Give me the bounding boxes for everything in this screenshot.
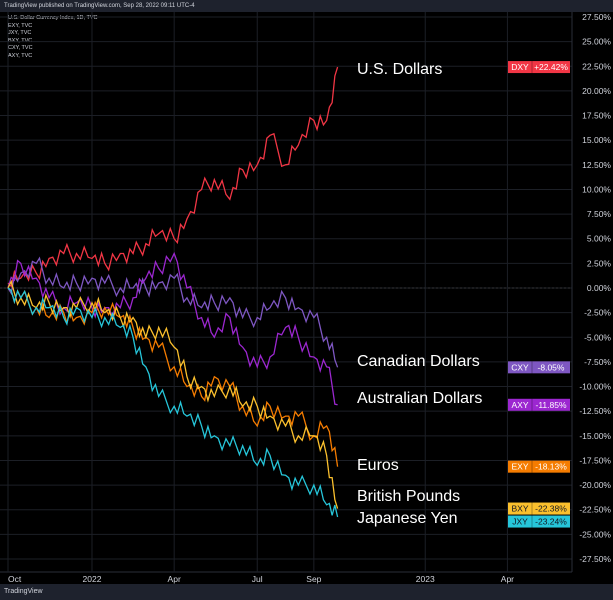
y-tick-label: -17.50% xyxy=(579,455,611,465)
badge-value-bg xyxy=(532,460,570,473)
y-tick-label: 2.50% xyxy=(587,258,612,268)
series-line-dxy xyxy=(7,66,339,288)
badge-dxy xyxy=(508,61,532,74)
series-line-bxy xyxy=(7,279,339,509)
badge-cxy xyxy=(508,361,532,374)
badge-value-bg xyxy=(532,361,570,374)
series-annotation: Canadian Dollars xyxy=(357,353,480,370)
badge-value: -8.05% xyxy=(538,362,565,372)
badge-value-bg xyxy=(532,515,570,528)
series-line-exy xyxy=(7,287,339,467)
y-tick-label: 10.00% xyxy=(582,184,611,194)
y-tick-label: -22.50% xyxy=(579,505,611,515)
y-tick-label: -10.00% xyxy=(579,382,611,392)
y-tick-label: 5.00% xyxy=(587,234,612,244)
badge-symbol: JXY xyxy=(512,517,528,527)
badge-value: -11.85% xyxy=(535,400,566,410)
badge-axy xyxy=(508,398,532,411)
footer: TradingView xyxy=(0,584,613,600)
tradingview-logo[interactable]: TradingView xyxy=(4,588,43,595)
badge-symbol: AXY xyxy=(511,400,528,410)
badge-bxy xyxy=(508,502,532,515)
legend-item[interactable]: U.S. Dollar Currency Index, 1D, TVC xyxy=(8,15,98,21)
legend-item[interactable]: CXY, TVC xyxy=(8,45,33,51)
y-tick-label: -27.50% xyxy=(579,554,611,564)
y-tick-label: 15.00% xyxy=(582,135,611,145)
legend-item[interactable]: JXY, TVC xyxy=(8,30,32,36)
series-annotation: British Pounds xyxy=(357,488,460,505)
y-tick-label: 20.00% xyxy=(582,86,611,96)
badge-exy xyxy=(508,460,532,473)
legend-item[interactable]: AXY, TVC xyxy=(8,52,33,59)
x-tick-label: Apr xyxy=(501,574,514,584)
x-tick-label: 2022 xyxy=(83,574,102,584)
x-tick-label: Jul xyxy=(252,574,263,584)
x-tick-label: Oct xyxy=(8,574,22,584)
y-tick-label: -5.00% xyxy=(584,332,611,342)
badge-value-bg xyxy=(532,502,570,515)
badge-value-bg xyxy=(532,398,570,411)
y-tick-label: 27.50% xyxy=(582,12,611,22)
legend: U.S. Dollar Currency Index, 1D, TVC EXY,… xyxy=(8,15,97,60)
chart[interactable]: 27.50% 25.00% 22.50% 20.00% 17.50% 15.00% 12.5… xyxy=(0,12,613,584)
x-tick-label: 2023 xyxy=(416,574,435,584)
badge-symbol: CXY xyxy=(511,362,529,372)
series-annotation: Euros xyxy=(357,457,399,474)
series-annotation: Japanese Yen xyxy=(357,510,458,527)
badge-jxy xyxy=(508,515,532,528)
legend-item[interactable]: BXY, TVC xyxy=(8,37,33,44)
series-annotation: U.S. Dollars xyxy=(357,61,442,78)
y-tick-label: 17.50% xyxy=(582,111,611,121)
series-line-jxy xyxy=(7,287,339,518)
y-tick-label: -12.50% xyxy=(579,406,611,416)
badge-value: +22.42% xyxy=(534,62,568,72)
y-tick-label: -2.50% xyxy=(584,308,611,318)
x-tick-label: Apr xyxy=(168,574,181,584)
badge-symbol: DXY xyxy=(511,62,529,72)
y-tick-label: -25.00% xyxy=(579,529,611,539)
badge-symbol: BXY xyxy=(511,504,528,514)
legend-item[interactable]: EXY, TVC xyxy=(8,22,33,29)
badge-symbol: EXY xyxy=(511,462,528,472)
y-tick-label: 7.50% xyxy=(587,209,612,219)
badge-value: -18.13% xyxy=(535,462,567,472)
y-tick-label: 25.00% xyxy=(582,37,611,47)
y-tick-label: -20.00% xyxy=(579,480,611,490)
badge-value: -22.38% xyxy=(535,504,567,514)
series-annotation: Australian Dollars xyxy=(357,390,482,407)
series-line-cxy xyxy=(7,256,339,368)
badge-value: -23.24% xyxy=(535,517,567,527)
y-tick-label: 22.50% xyxy=(582,61,611,71)
x-tick-label: Sep xyxy=(306,574,321,584)
y-tick-label: 12.50% xyxy=(582,160,611,170)
y-tick-label: -7.50% xyxy=(584,357,611,367)
y-tick-label: -15.00% xyxy=(579,431,611,441)
badge-value-bg xyxy=(532,61,570,74)
published-header: TradingView published on TradingView.com… xyxy=(0,0,613,12)
y-tick-label: 0.00% xyxy=(587,283,612,293)
